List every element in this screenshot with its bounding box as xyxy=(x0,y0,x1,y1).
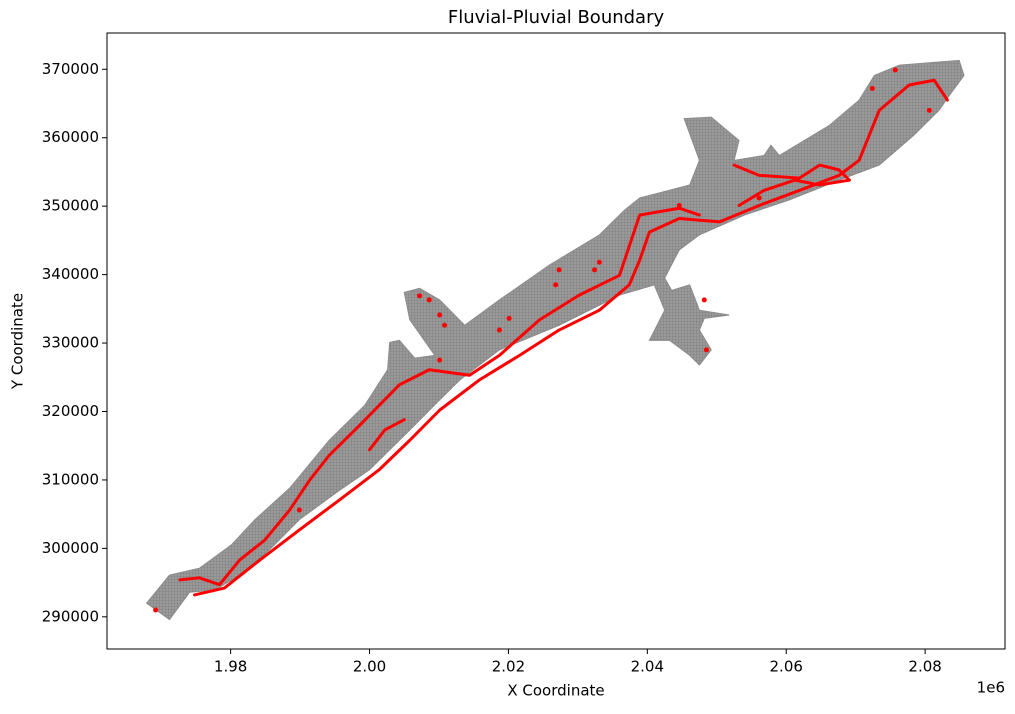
y-tick-label: 290000 xyxy=(42,607,99,625)
boundary-line xyxy=(368,418,406,452)
y-tick-label: 330000 xyxy=(42,334,99,352)
boundary-line xyxy=(732,163,851,207)
boundary-point xyxy=(926,107,932,113)
boundary-line xyxy=(193,78,949,597)
boundary-point xyxy=(869,85,875,91)
chart-title: Fluvial-Pluvial Boundary xyxy=(448,7,665,28)
x-tick-label: 2.00 xyxy=(353,658,386,676)
x-tick-label: 2.04 xyxy=(631,658,664,676)
boundary-point xyxy=(296,507,302,513)
y-tick-label: 360000 xyxy=(42,128,99,146)
boundary-point xyxy=(892,67,898,73)
y-axis-label: Y Coordinate xyxy=(9,293,27,390)
boundary-point xyxy=(153,607,159,613)
boundary-point xyxy=(756,195,762,201)
x-axis-label: X Coordinate xyxy=(507,682,604,700)
y-tick-label: 320000 xyxy=(42,402,99,420)
x-tick-label: 2.08 xyxy=(908,658,941,676)
y-tick-label: 370000 xyxy=(42,60,99,78)
y-tick-label: 350000 xyxy=(42,197,99,215)
boundary-point xyxy=(437,357,443,363)
y-tick-label: 310000 xyxy=(42,470,99,488)
boundary-point xyxy=(701,297,707,303)
boundary-point xyxy=(596,259,602,265)
boundary-point xyxy=(592,267,598,273)
boundary-point xyxy=(437,312,443,318)
x-tick-label: 2.06 xyxy=(770,658,803,676)
boundary-point xyxy=(703,347,709,353)
boundary-point xyxy=(417,293,423,299)
boundary-point xyxy=(676,202,682,208)
x-offset-text: 1e6 xyxy=(977,679,1005,697)
x-tick-label: 1.98 xyxy=(214,658,247,676)
y-tick-label: 300000 xyxy=(42,539,99,557)
boundary-point xyxy=(496,327,502,333)
boundary-point xyxy=(442,322,448,328)
y-tick-label: 340000 xyxy=(42,265,99,283)
boundary-point xyxy=(553,282,559,288)
boundary-point xyxy=(506,315,512,321)
boundary-point xyxy=(426,297,432,303)
boundary-point xyxy=(556,267,562,273)
x-tick-label: 2.02 xyxy=(492,658,525,676)
boundary-line xyxy=(178,206,701,587)
